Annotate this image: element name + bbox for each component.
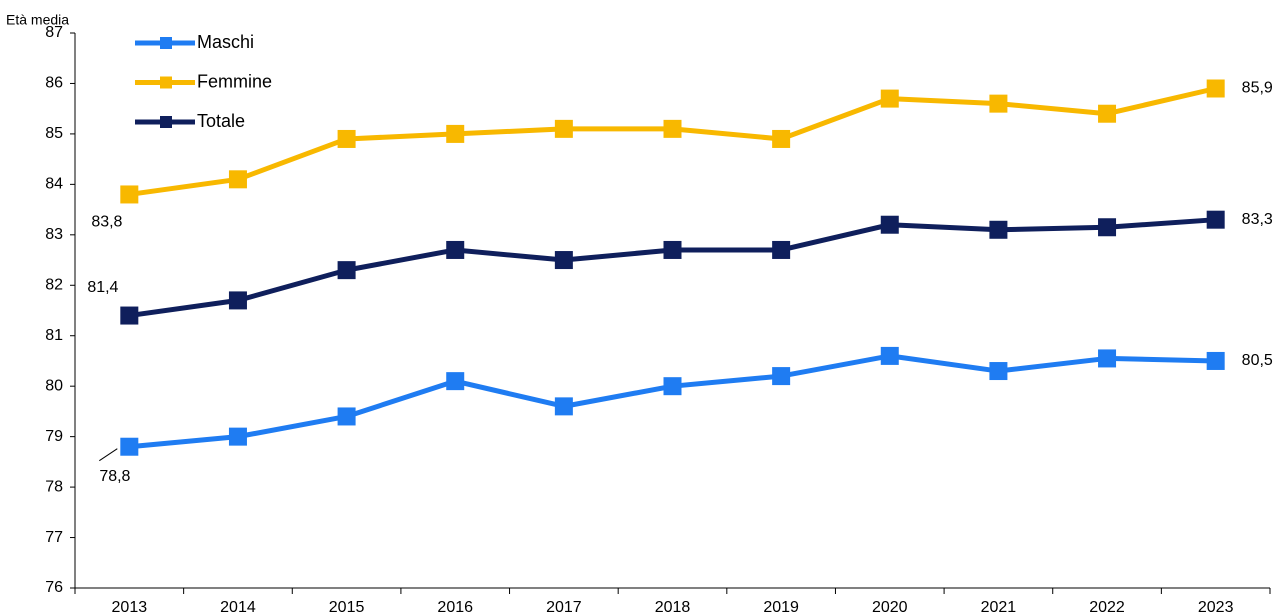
- point-marker: [228, 427, 247, 446]
- point-marker: [880, 215, 899, 234]
- point-marker: [989, 94, 1008, 113]
- x-tick-label: 2022: [1089, 599, 1125, 616]
- point-marker: [880, 89, 899, 108]
- y-tick-label: 87: [45, 24, 63, 41]
- point-marker: [772, 129, 791, 148]
- point-marker: [120, 306, 139, 325]
- point-marker: [554, 251, 573, 270]
- point-marker: [1206, 210, 1225, 229]
- x-tick-label: 2019: [763, 599, 799, 616]
- x-tick-label: 2016: [437, 599, 473, 616]
- y-tick-label: 78: [45, 478, 63, 495]
- value-label: 85,9: [1242, 80, 1273, 97]
- series-line: [129, 353, 1216, 450]
- point-marker: [663, 240, 682, 259]
- y-tick-label: 77: [45, 529, 63, 546]
- point-marker: [337, 129, 356, 148]
- point-marker: [989, 362, 1008, 381]
- y-tick-label: 84: [45, 176, 63, 193]
- series-line: [128, 86, 1217, 197]
- x-tick-label: 2017: [546, 599, 582, 616]
- point-marker: [120, 185, 139, 204]
- y-tick-label: 81: [45, 327, 63, 344]
- point-marker: [446, 372, 465, 391]
- label-leader: [99, 448, 118, 462]
- x-tick-label: 2013: [112, 599, 148, 616]
- legend-label: Totale: [197, 111, 245, 131]
- x-tick-label: 2023: [1198, 599, 1234, 616]
- point-marker: [1206, 351, 1225, 370]
- y-tick-label: 79: [45, 428, 63, 445]
- y-tick-label: 86: [45, 75, 63, 92]
- point-marker: [1098, 104, 1117, 123]
- point-marker: [337, 261, 356, 280]
- legend-marker: [160, 37, 172, 49]
- value-label: 83,3: [1242, 211, 1273, 228]
- y-tick-label: 80: [45, 377, 63, 394]
- point-marker: [1098, 349, 1117, 368]
- value-label: 83,8: [91, 214, 122, 231]
- x-tick-label: 2021: [981, 599, 1017, 616]
- point-marker: [228, 170, 247, 189]
- point-marker: [663, 119, 682, 138]
- series-line: [128, 217, 1216, 319]
- y-tick-label: 76: [45, 579, 63, 596]
- legend-marker: [160, 76, 172, 89]
- legend-label: Femmine: [197, 71, 272, 91]
- legend-marker: [160, 116, 172, 128]
- y-tick-label: 83: [45, 226, 63, 243]
- y-tick-label: 82: [45, 276, 63, 293]
- point-marker: [554, 397, 573, 416]
- point-marker: [1206, 79, 1225, 98]
- point-marker: [446, 240, 465, 259]
- x-tick-label: 2015: [329, 599, 365, 616]
- x-tick-label: 2020: [872, 599, 908, 616]
- value-label: 80,5: [1242, 352, 1273, 369]
- point-marker: [663, 377, 682, 396]
- value-label: 78,8: [99, 468, 130, 485]
- x-tick-label: 2014: [220, 599, 256, 616]
- point-marker: [228, 291, 247, 310]
- point-marker: [554, 119, 573, 138]
- y-axis-label: Età media: [6, 12, 69, 28]
- x-tick-label: 2018: [655, 599, 691, 616]
- point-marker: [772, 240, 791, 259]
- point-marker: [446, 124, 465, 143]
- y-tick-label: 85: [45, 125, 63, 142]
- point-marker: [989, 220, 1008, 239]
- point-marker: [337, 407, 356, 426]
- point-marker: [772, 367, 791, 386]
- point-marker: [1098, 218, 1117, 237]
- value-label: 81,4: [87, 279, 118, 296]
- point-marker: [120, 437, 139, 456]
- point-marker: [880, 346, 899, 365]
- legend-label: Maschi: [197, 32, 254, 52]
